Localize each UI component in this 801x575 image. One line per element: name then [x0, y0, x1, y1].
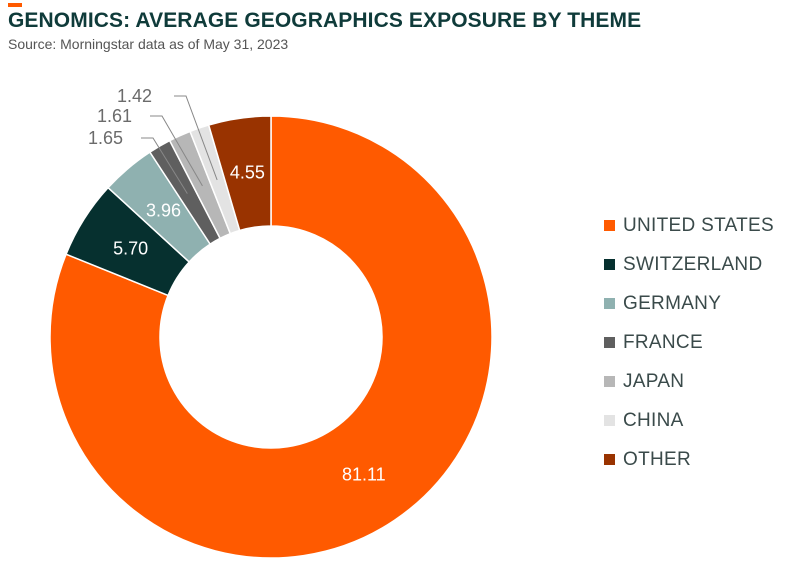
legend-item-united-states: UNITED STATES — [604, 206, 774, 245]
slice-united-states — [49, 115, 493, 559]
legend-item-china: CHINA — [604, 401, 774, 440]
legend-label: UNITED STATES — [623, 214, 774, 236]
slice-other — [207, 115, 272, 232]
legend-swatch — [604, 415, 615, 426]
chart-title: GENOMICS: AVERAGE GEOGRAPHICS EXPOSURE B… — [8, 9, 642, 32]
leader-line-japan — [150, 115, 203, 187]
legend-swatch — [604, 454, 615, 465]
legend-item-other: OTHER — [604, 440, 774, 479]
data-label-other: 4.55 — [230, 163, 265, 183]
chart-legend: UNITED STATES SWITZERLAND GERMANY FRANCE JAP… — [604, 206, 774, 479]
chart-subtitle: Source: Morningstar data as of May 31, 2… — [8, 36, 289, 52]
legend-item-france: FRANCE — [604, 323, 774, 362]
data-label-france: 1.65 — [88, 128, 123, 148]
legend-swatch — [604, 298, 615, 309]
legend-label: CHINA — [623, 409, 684, 431]
data-label-switzerland: 5.70 — [113, 238, 148, 258]
leader-line-china — [174, 95, 218, 181]
data-label-germany: 3.96 — [146, 201, 181, 221]
data-label-china: 1.42 — [117, 86, 152, 106]
accent-bar — [8, 3, 22, 7]
legend-item-japan: JAPAN — [604, 362, 774, 401]
data-label-japan: 1.61 — [97, 106, 132, 126]
legend-swatch — [604, 376, 615, 387]
legend-item-germany: GERMANY — [604, 284, 774, 323]
leader-line-france — [141, 137, 188, 194]
legend-swatch — [604, 220, 615, 231]
legend-label: FRANCE — [623, 331, 703, 353]
legend-swatch — [604, 259, 615, 270]
legend-label: SWITZERLAND — [623, 253, 763, 275]
legend-label: OTHER — [623, 448, 691, 470]
legend-label: GERMANY — [623, 292, 722, 314]
legend-swatch — [604, 337, 615, 348]
legend-item-switzerland: SWITZERLAND — [604, 245, 774, 284]
legend-label: JAPAN — [623, 370, 685, 392]
data-label-united-states: 81.11 — [342, 465, 386, 485]
